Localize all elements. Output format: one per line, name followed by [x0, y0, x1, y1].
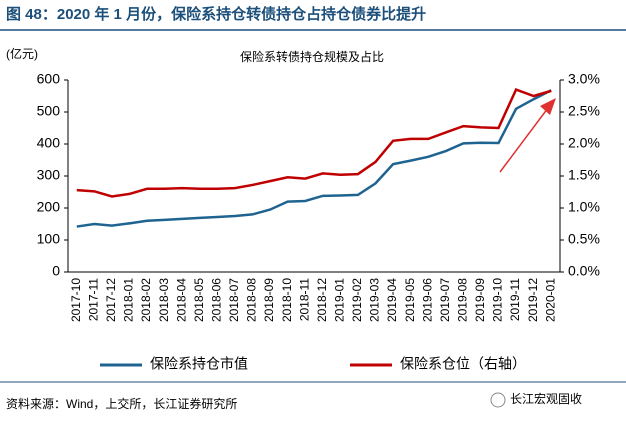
x-tick-label: 2019-10: [491, 278, 505, 322]
x-tick-label: 2019-11: [508, 278, 522, 321]
x-tick-label: 2020-01: [543, 278, 557, 322]
x-tick-label: 2018-02: [139, 278, 153, 322]
y2-tick-label: 1.0%: [568, 199, 600, 215]
annotation-arrow: [499, 107, 549, 173]
y2-tick-label: 1.5%: [568, 167, 600, 183]
annotation-arrowhead: [540, 98, 556, 115]
y-tick-label: 500: [37, 103, 61, 119]
x-tick-label: 2018-11: [297, 278, 311, 321]
x-tick-label: 2017-12: [104, 278, 118, 322]
x-tick-label: 2018-08: [245, 278, 259, 322]
y-axis-label: (亿元): [6, 46, 38, 61]
y-tick-label: 100: [37, 231, 61, 247]
x-tick-label: 2018-09: [262, 278, 276, 322]
x-tick-label: 2017-10: [69, 278, 83, 322]
x-tick-label: 2019-01: [333, 278, 347, 322]
x-tick-label: 2019-12: [526, 278, 540, 322]
y2-tick-label: 2.5%: [568, 103, 600, 119]
x-tick-label: 2018-10: [280, 278, 294, 322]
x-tick-label: 2019-06: [420, 278, 434, 322]
source: 资料来源：Wind，上交所，长江证券研究所: [6, 396, 237, 411]
watermark: 长江宏观固收: [510, 391, 582, 406]
y-tick-label: 600: [37, 71, 61, 87]
legend-label: 保险系持仓市值: [150, 356, 248, 372]
x-tick-label: 2018-03: [157, 278, 171, 322]
y2-tick-label: 2.0%: [568, 135, 600, 151]
x-tick-label: 2018-01: [122, 278, 136, 322]
y-tick-label: 300: [37, 167, 61, 183]
y-tick-label: 200: [37, 199, 61, 215]
series-line: [76, 89, 552, 228]
y2-tick-label: 0.5%: [568, 231, 600, 247]
x-tick-label: 2019-04: [385, 278, 399, 322]
y2-tick-label: 3.0%: [568, 71, 600, 87]
legend-label: 保险系仓位（右轴）: [400, 356, 526, 372]
x-tick-label: 2019-02: [350, 278, 364, 322]
x-tick-label: 2019-09: [473, 278, 487, 322]
watermark-icon: [490, 392, 506, 408]
x-tick-label: 2019-03: [368, 278, 382, 322]
x-tick-label: 2018-07: [227, 278, 241, 322]
chart-title: 保险系转债持仓规模及占比: [240, 49, 384, 64]
y-tick-label: 0: [52, 263, 60, 279]
x-tick-label: 2019-08: [456, 278, 470, 322]
x-tick-label: 2019-05: [403, 278, 417, 322]
x-tick-label: 2018-12: [315, 278, 329, 322]
y-tick-label: 400: [37, 135, 61, 151]
page-title: 图 48：2020 年 1 月份，保险系持仓转债持仓占持仓债券比提升: [6, 5, 426, 23]
series-line: [76, 88, 552, 198]
x-tick-label: 2018-04: [174, 278, 188, 322]
x-tick-label: 2017-11: [87, 278, 101, 321]
y2-tick-label: 0.0%: [568, 263, 600, 279]
x-tick-label: 2018-06: [210, 278, 224, 322]
x-tick-label: 2018-05: [192, 278, 206, 322]
x-tick-label: 2019-07: [438, 278, 452, 322]
